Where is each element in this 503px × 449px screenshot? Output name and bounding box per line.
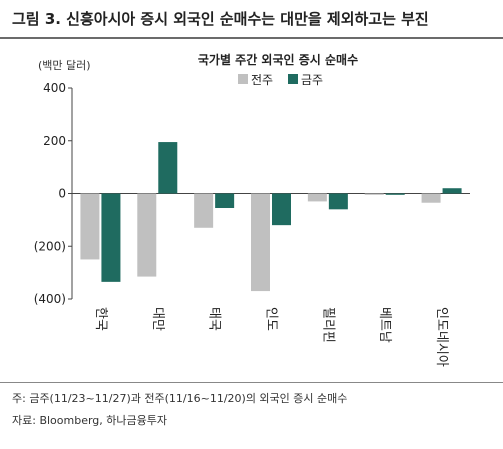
bar-this-week xyxy=(385,193,405,195)
chart-source: 자료: Bloomberg, 하나금융투자 xyxy=(12,414,167,427)
y-axis-label: (백만 달러) xyxy=(38,59,91,72)
y-tick-label: (200) xyxy=(34,239,66,253)
bar-this-week xyxy=(442,188,462,194)
bar-this-week xyxy=(328,193,348,210)
bar-prev-week xyxy=(137,193,157,277)
bottom-rule xyxy=(0,382,503,383)
tick-labels: 400 200 0 (200) (400) 한국 대만 태국 인도 필리핀 베트남 인도네시아 xyxy=(34,81,449,367)
x-tick-label: 한국 xyxy=(93,307,108,331)
bar-chart: 국가별 주간 외국인 증시 순매수 (백만 달러) 전주 금주 400 200 0 (2… xyxy=(34,52,470,367)
x-tick-label: 필리핀 xyxy=(320,307,335,343)
bar-prev-week xyxy=(194,193,214,228)
y-tick-label: 0 xyxy=(58,187,66,201)
bar-this-week xyxy=(101,193,121,282)
y-tick-label: 200 xyxy=(43,134,66,148)
chart-title: 국가별 주간 외국인 증시 순매수 xyxy=(198,52,358,67)
x-tick-label: 대만 xyxy=(150,307,165,331)
y-tick-label: (400) xyxy=(34,292,66,306)
bar-this-week xyxy=(158,142,178,194)
top-rule xyxy=(0,37,503,39)
x-tick-label: 태국 xyxy=(207,307,222,331)
bar-prev-week xyxy=(307,193,327,202)
bar-prev-week xyxy=(80,193,100,260)
bar-prev-week xyxy=(421,193,441,203)
legend-swatch xyxy=(288,74,298,84)
x-tick-label: 인도 xyxy=(264,307,279,331)
legend-label: 금주 xyxy=(301,73,323,87)
legend-label: 전주 xyxy=(251,73,273,87)
bar-this-week xyxy=(272,193,291,226)
x-tick-label: 인도네시아 xyxy=(434,307,449,367)
figure-title: 그림 3. 신흥아시아 증시 외국인 순매수는 대만을 제외하고는 부진 xyxy=(12,10,429,28)
bar-this-week xyxy=(215,193,235,209)
chart-note: 주: 금주(11/23~11/27)과 전주(11/16~11/20)의 외국인… xyxy=(12,392,348,405)
y-tick-label: 400 xyxy=(43,81,66,95)
bar-prev-week xyxy=(364,193,384,195)
bar-prev-week xyxy=(251,193,270,292)
bars xyxy=(80,142,462,292)
legend-swatch xyxy=(238,74,248,84)
x-tick-label: 베트남 xyxy=(377,307,392,343)
legend: 전주 금주 xyxy=(238,73,323,87)
